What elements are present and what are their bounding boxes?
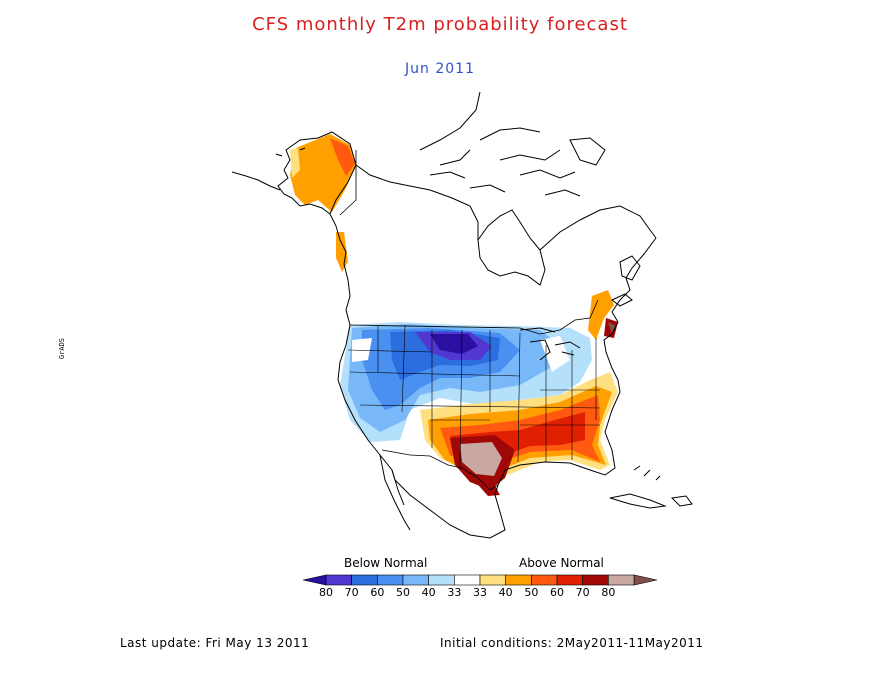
bc-coastline	[329, 213, 351, 326]
legend-swatch	[531, 574, 558, 586]
alaska-canada-border	[339, 150, 357, 216]
bahamas	[633, 465, 661, 481]
legend-tick-label: 60	[550, 586, 564, 599]
legend-swatches	[325, 574, 635, 586]
legend-tick-label: 80	[319, 586, 333, 599]
arctic-islands	[419, 91, 606, 197]
legend-swatch	[351, 574, 378, 586]
map-title: CFS monthly T2m probability forecast	[252, 14, 628, 35]
legend-swatch	[608, 574, 635, 586]
legend-tick-label: 60	[370, 586, 384, 599]
arctic-mainland-coastline	[355, 164, 657, 251]
baja-coastline	[379, 454, 411, 531]
legend-tick-label: 70	[345, 586, 359, 599]
legend-tick-label: 80	[601, 586, 615, 599]
us-west-coastline	[337, 324, 396, 481]
alaska-light-warm-region	[290, 148, 300, 178]
legend-tick-label: 50	[396, 586, 410, 599]
legend-arrow-below	[302, 574, 327, 586]
hispaniola	[670, 495, 693, 507]
new-england-hottest-region	[608, 322, 616, 334]
legend-colorbar	[302, 574, 658, 586]
alaska-warmer-region	[330, 138, 355, 176]
last-update-text: Last update: Fri May 13 2011	[120, 636, 310, 650]
legend-swatch	[325, 574, 352, 586]
great-lakes	[519, 327, 581, 361]
newfoundland	[619, 255, 641, 281]
grads-side-note: GrADS	[58, 338, 66, 360]
legend-tick-label: 40	[422, 586, 436, 599]
us-mexico-border	[381, 449, 499, 491]
legend-swatch	[428, 574, 455, 586]
legend-swatch	[377, 574, 404, 586]
texas-rio-grande-warm	[472, 478, 500, 496]
texas-above-80-region	[460, 442, 502, 476]
bc-coast-warm-region	[336, 232, 348, 272]
gulf-coastline	[497, 431, 616, 486]
legend-swatch	[505, 574, 532, 586]
legend-tick-label: 70	[576, 586, 590, 599]
alaska-coastline	[277, 131, 357, 215]
canada-us-border	[349, 299, 599, 335]
legend-tick-label: 50	[524, 586, 538, 599]
legend-swatch	[556, 574, 583, 586]
map-subtitle: Jun 2011	[405, 61, 475, 77]
cuba	[609, 493, 667, 509]
legend-swatch	[454, 574, 481, 586]
legend-swatch	[479, 574, 506, 586]
legend-arrow-above	[633, 574, 658, 586]
legend-tick-label: 33	[473, 586, 487, 599]
new-england-warm-region	[588, 290, 614, 340]
legend-swatch	[582, 574, 609, 586]
east-coastline	[603, 237, 657, 433]
legend-swatch	[402, 574, 429, 586]
below-normal-label: Below Normal	[344, 556, 428, 570]
us-below-80-region	[430, 334, 478, 354]
us-near-normal-gap-1	[352, 338, 372, 362]
nova-scotia	[611, 293, 633, 307]
initial-conditions-text: Initial conditions: 2May2011-11May2011	[440, 636, 704, 650]
above-normal-label: Above Normal	[519, 556, 604, 570]
legend-tick-label: 40	[499, 586, 513, 599]
hudson-bay-coastline	[477, 209, 546, 286]
mexico-coastline	[394, 479, 506, 539]
aleutian-islands	[231, 147, 306, 191]
legend-tick-label: 33	[447, 586, 461, 599]
us-state-borders	[347, 324, 601, 469]
legend-tick-labels: 80 70 60 50 40 33 33 40 50 60 70 80	[319, 586, 615, 599]
